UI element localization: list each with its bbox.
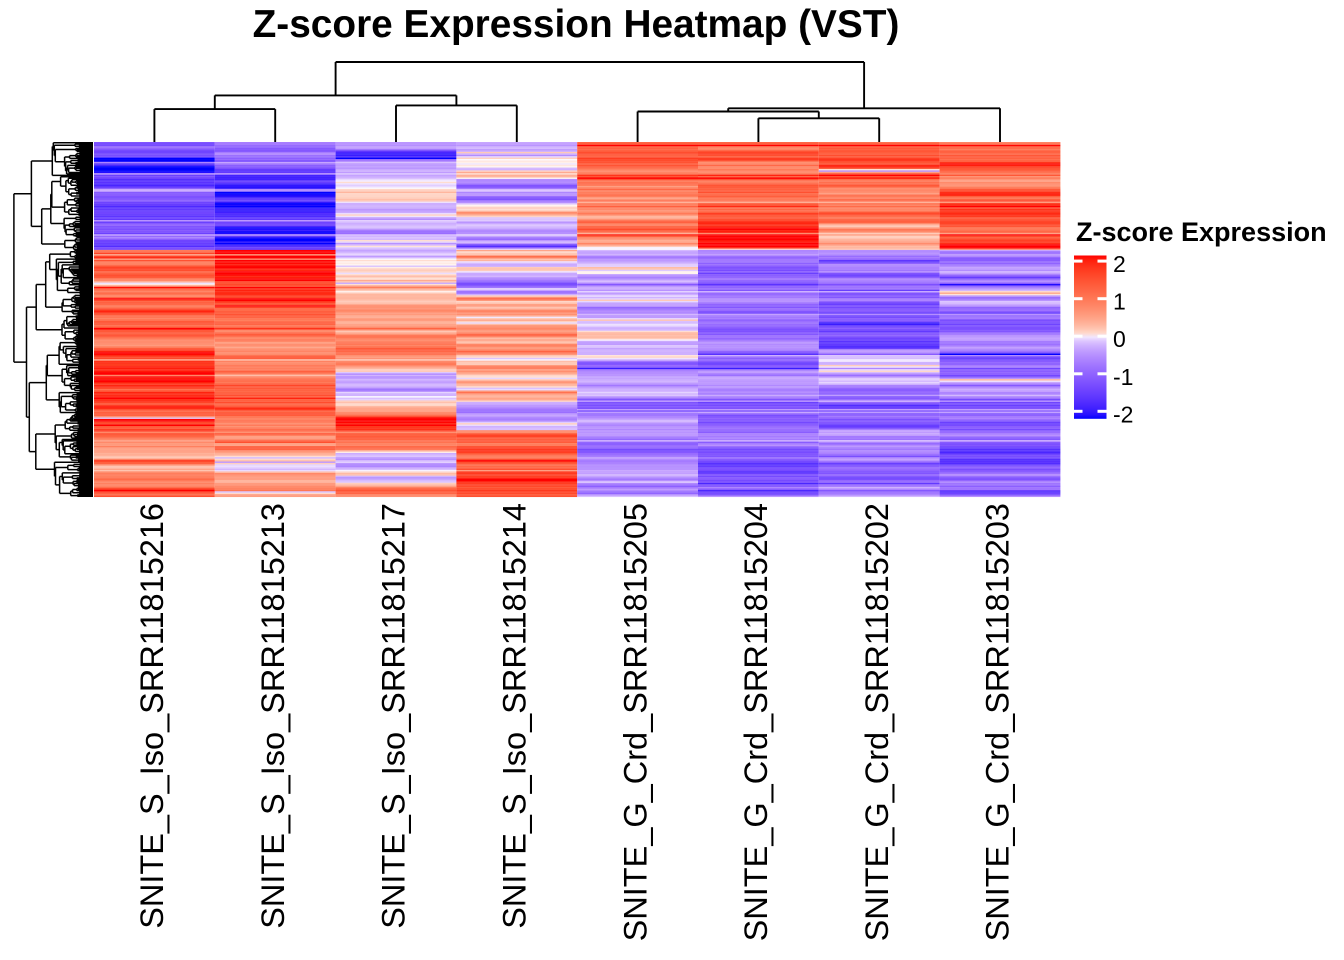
svg-text:Z-score Expression Heatmap (VS: Z-score Expression Heatmap (VST) (253, 3, 900, 46)
svg-text:SNITE_S_Iso_SRR11815213: SNITE_S_Iso_SRR11815213 (255, 503, 291, 929)
svg-text:0: 0 (1113, 326, 1126, 352)
svg-text:-2: -2 (1113, 401, 1133, 427)
svg-text:-1: -1 (1113, 364, 1133, 390)
svg-text:Z-score Expression: Z-score Expression (1076, 217, 1327, 247)
svg-text:SNITE_S_Iso_SRR11815216: SNITE_S_Iso_SRR11815216 (134, 503, 170, 929)
svg-text:SNITE_G_Crd_SRR11815203: SNITE_G_Crd_SRR11815203 (980, 503, 1016, 941)
svg-text:SNITE_G_Crd_SRR11815204: SNITE_G_Crd_SRR11815204 (738, 503, 774, 941)
svg-text:SNITE_S_Iso_SRR11815214: SNITE_S_Iso_SRR11815214 (497, 503, 533, 929)
svg-text:1: 1 (1113, 289, 1126, 315)
svg-text:SNITE_S_Iso_SRR11815217: SNITE_S_Iso_SRR11815217 (376, 503, 412, 929)
svg-text:2: 2 (1113, 251, 1126, 277)
svg-text:SNITE_G_Crd_SRR11815202: SNITE_G_Crd_SRR11815202 (859, 503, 895, 941)
svg-text:SNITE_G_Crd_SRR11815205: SNITE_G_Crd_SRR11815205 (617, 503, 653, 941)
